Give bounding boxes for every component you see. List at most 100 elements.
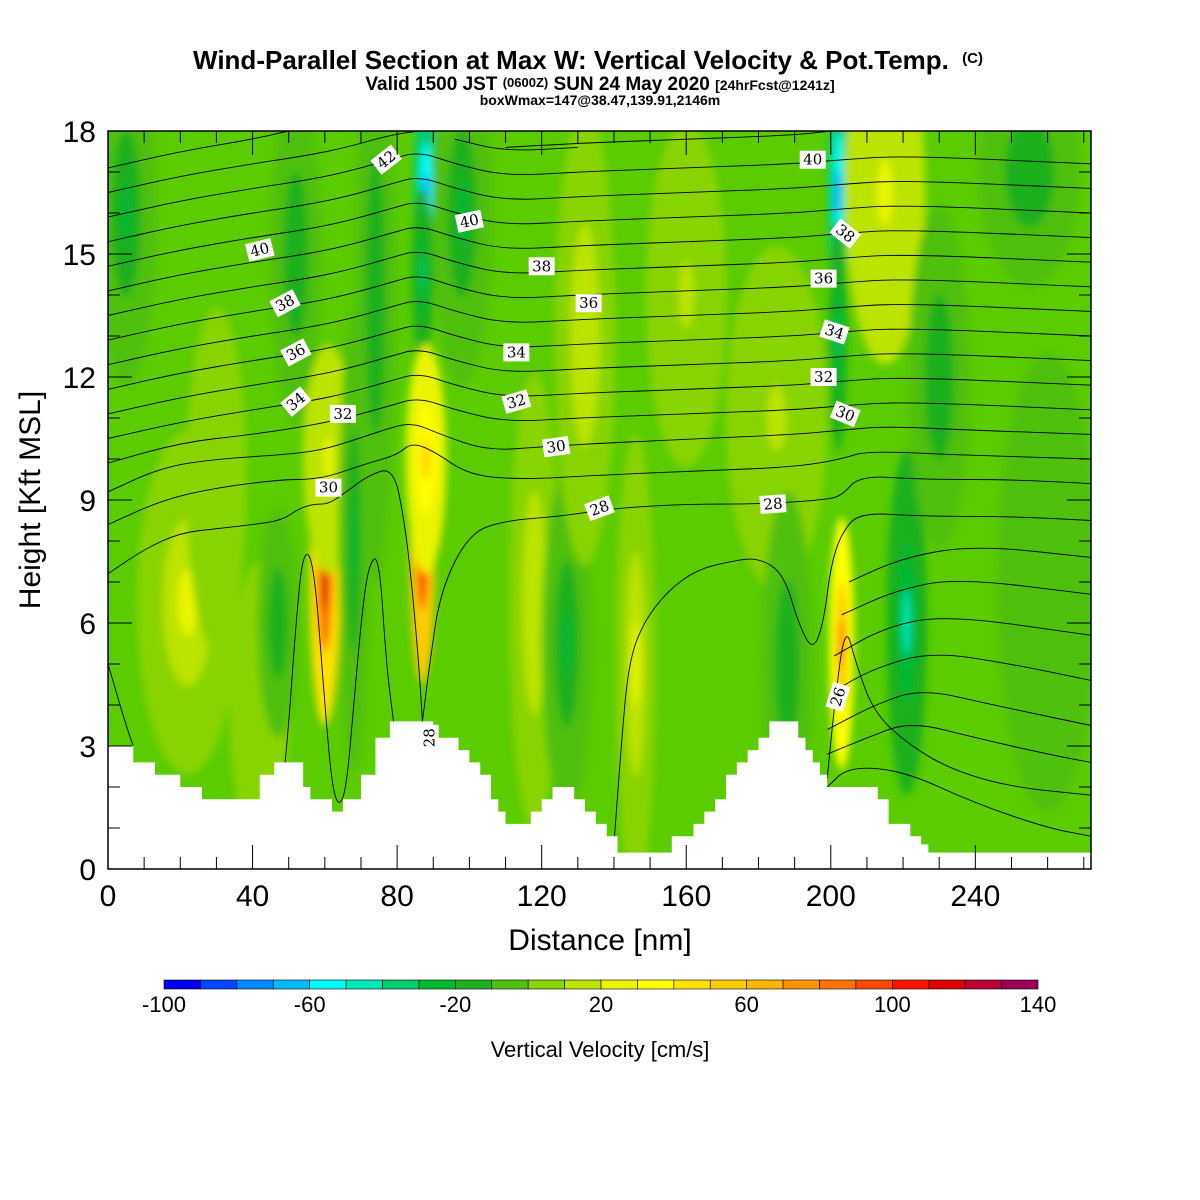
contour-label-box xyxy=(370,144,403,175)
colorbar-swatch xyxy=(637,979,675,990)
x-tick-label: 160 xyxy=(661,880,711,913)
velocity-cell xyxy=(291,220,301,288)
colorbar-swatch xyxy=(309,979,347,990)
contour-label-box xyxy=(244,238,275,262)
contour-label-box xyxy=(315,478,342,497)
theta-contour-31 xyxy=(834,618,1091,657)
colorbar-swatch xyxy=(673,979,711,990)
chart-info-line: boxWmax=147@38.47,139.91,2146m xyxy=(480,92,721,108)
theta-contour-29 xyxy=(108,444,1091,526)
colorbar: -100 -60 -20 20 60 100 140 Vertical Velocity [… xyxy=(142,979,1056,1062)
theta-contour-27 xyxy=(281,554,394,803)
contour-label-box xyxy=(420,724,439,751)
theta-contour-33 xyxy=(848,547,1091,583)
contour-label: 36 xyxy=(810,269,837,288)
velocity-cell xyxy=(529,557,540,648)
chart-title: Wind-Parallel Section at Max W: Vertical… xyxy=(193,45,983,75)
colorbar-tick-labels: -100 -60 -20 20 60 100 140 xyxy=(142,992,1056,1017)
contour-label: 30 xyxy=(542,435,571,458)
velocity-cell xyxy=(836,167,840,218)
y-tick-label: 0 xyxy=(79,854,96,887)
contour-label-text: 30 xyxy=(833,402,857,426)
contour-label-box xyxy=(829,218,862,249)
subtitle-prefix: Valid 1500 JST xyxy=(365,74,497,95)
contour-label: 28 xyxy=(759,494,787,514)
contour-label: 34 xyxy=(819,319,850,345)
contour-label-box xyxy=(825,681,851,712)
velocity-cell xyxy=(782,630,793,698)
velocity-cell xyxy=(877,159,893,226)
contour-label: 30 xyxy=(315,478,342,497)
y-axis-ticks xyxy=(108,130,1091,870)
y-tick-label: 9 xyxy=(79,485,96,518)
x-tick-label: 200 xyxy=(806,880,856,913)
colorbar-swatch xyxy=(455,979,493,990)
contour-label-box xyxy=(829,400,861,428)
velocity-cell xyxy=(678,261,695,329)
contour-label-text: 36 xyxy=(814,270,833,288)
x-tick-label: 40 xyxy=(236,880,269,913)
contour-label-box xyxy=(759,494,787,514)
colorbar-swatch xyxy=(746,979,784,990)
contour-label-text: 32 xyxy=(505,390,528,413)
contour-label-text: 26 xyxy=(827,685,850,709)
colorbar-swatch xyxy=(272,979,310,990)
theta-contour-27 xyxy=(613,513,1091,845)
contour-label-text: 28 xyxy=(587,496,611,519)
colorbar-tick-label: -60 xyxy=(294,992,326,1017)
velocity-cell xyxy=(839,618,845,669)
velocity-field xyxy=(108,131,1091,869)
theta-contour-43 xyxy=(505,131,831,148)
y-axis-label: Height [Kft MSL] xyxy=(14,391,47,609)
contour-label-box xyxy=(799,150,826,169)
contour-label-text: 34 xyxy=(507,343,526,361)
theta-contour-27 xyxy=(826,767,1091,837)
theta-contour-28 xyxy=(421,476,1091,722)
colorbar-swatch xyxy=(709,979,747,990)
velocity-cell xyxy=(579,291,591,381)
subtitle-suffix: [24hrFcst@1241z] xyxy=(715,77,834,93)
title-line1-suffix: (C) xyxy=(962,50,983,67)
contour-label: 40 xyxy=(799,150,826,169)
theta-contour-38 xyxy=(108,227,1091,292)
colorbar-swatch xyxy=(855,979,893,990)
contour-label: 38 xyxy=(528,257,555,276)
colorbar-tick-label: 100 xyxy=(874,992,911,1017)
theta-contour-26 xyxy=(826,636,1091,796)
contour-label: 30 xyxy=(829,400,861,428)
theta-contour-42 xyxy=(108,131,419,193)
velocity-cell xyxy=(420,257,425,292)
contour-label-text: 32 xyxy=(333,405,352,423)
x-tick-label: 0 xyxy=(100,880,117,913)
colorbar-swatch xyxy=(892,979,930,990)
theta-contour-35 xyxy=(108,301,1091,366)
velocity-cell xyxy=(371,239,380,351)
velocity-cell xyxy=(933,343,946,411)
contour-label-text: 28 xyxy=(763,494,783,513)
x-tick-label: 80 xyxy=(380,880,413,913)
theta-contour-40 xyxy=(108,178,1091,243)
contour-label: 40 xyxy=(454,209,484,233)
contour-label-box xyxy=(329,404,356,423)
contour-label-text: 38 xyxy=(532,257,551,275)
colorbar-tick-label: 20 xyxy=(589,992,613,1017)
contour-label-box xyxy=(819,319,850,345)
colorbar-swatches xyxy=(163,979,1039,990)
y-axis-tick-labels: 0 3 6 9 12 15 18 xyxy=(63,116,96,887)
contour-label: 32 xyxy=(329,404,356,423)
contour-label-box xyxy=(503,343,530,362)
contour-label-text: 34 xyxy=(823,320,847,343)
colorbar-label: Vertical Velocity [cm/s] xyxy=(491,1037,710,1062)
velocity-cell xyxy=(422,436,430,482)
velocity-cell xyxy=(562,610,572,677)
contour-label-box xyxy=(280,386,312,417)
contour-label-text: 30 xyxy=(545,436,566,456)
contour-label: 32 xyxy=(501,389,532,414)
contour-label-box xyxy=(542,435,571,458)
colorbar-swatch xyxy=(564,979,602,990)
terrain xyxy=(108,721,1091,869)
velocity-cell xyxy=(273,600,282,646)
contour-label-text: 32 xyxy=(814,368,833,386)
contour-label-text: 28 xyxy=(421,728,439,747)
